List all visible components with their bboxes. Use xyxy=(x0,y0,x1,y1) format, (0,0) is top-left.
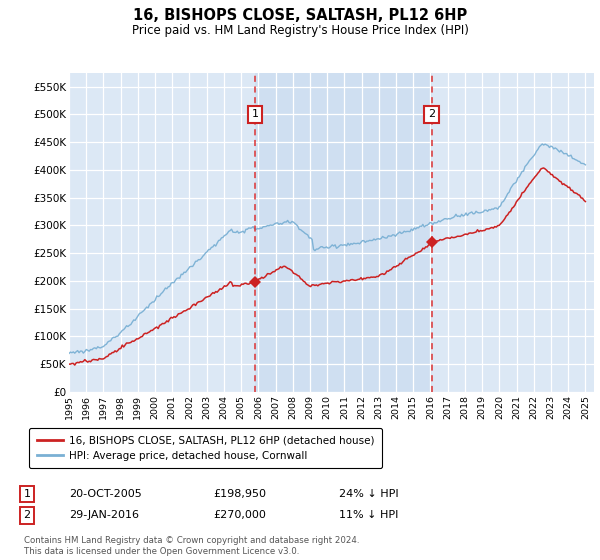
Text: £198,950: £198,950 xyxy=(213,489,266,499)
Text: 24% ↓ HPI: 24% ↓ HPI xyxy=(339,489,398,499)
Text: 16, BISHOPS CLOSE, SALTASH, PL12 6HP: 16, BISHOPS CLOSE, SALTASH, PL12 6HP xyxy=(133,8,467,24)
Text: Price paid vs. HM Land Registry's House Price Index (HPI): Price paid vs. HM Land Registry's House … xyxy=(131,24,469,36)
Text: 2: 2 xyxy=(23,510,31,520)
Text: 1: 1 xyxy=(23,489,31,499)
Text: 29-JAN-2016: 29-JAN-2016 xyxy=(69,510,139,520)
Text: 1: 1 xyxy=(251,109,259,119)
Bar xyxy=(255,73,432,392)
Legend: 16, BISHOPS CLOSE, SALTASH, PL12 6HP (detached house), HPI: Average price, detac: 16, BISHOPS CLOSE, SALTASH, PL12 6HP (de… xyxy=(29,428,382,468)
Text: £270,000: £270,000 xyxy=(213,510,266,520)
Text: Contains HM Land Registry data © Crown copyright and database right 2024.
This d: Contains HM Land Registry data © Crown c… xyxy=(24,536,359,556)
Text: 11% ↓ HPI: 11% ↓ HPI xyxy=(339,510,398,520)
Text: 2: 2 xyxy=(428,109,436,119)
Text: 20-OCT-2005: 20-OCT-2005 xyxy=(69,489,142,499)
